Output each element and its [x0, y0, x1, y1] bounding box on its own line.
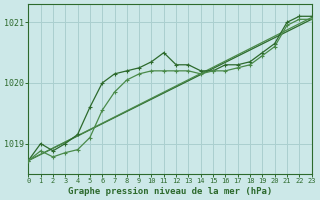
X-axis label: Graphe pression niveau de la mer (hPa): Graphe pression niveau de la mer (hPa): [68, 187, 272, 196]
